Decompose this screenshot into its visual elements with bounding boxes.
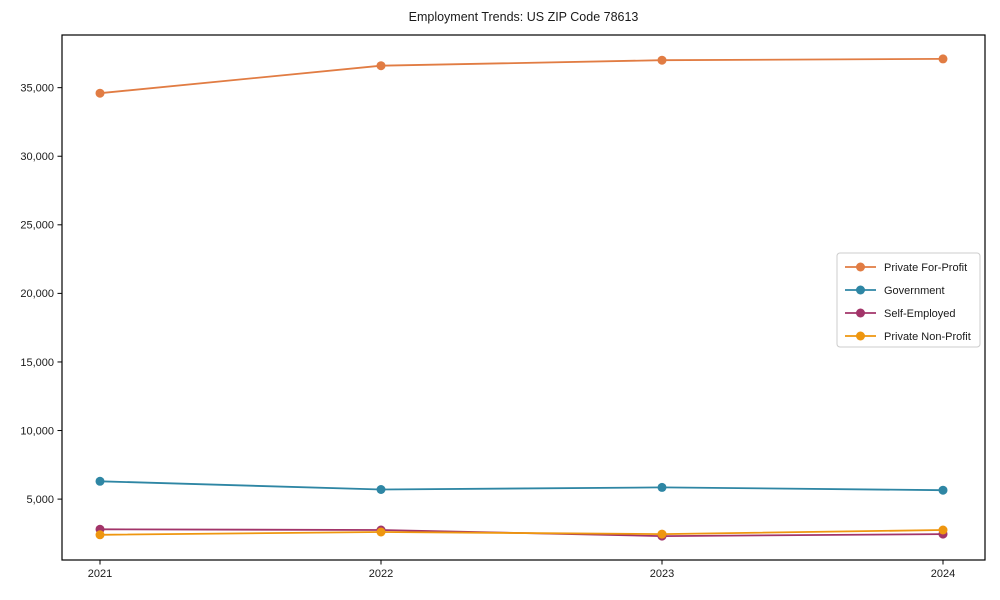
x-tick-label: 2022 xyxy=(369,568,393,580)
legend-label: Private Non-Profit xyxy=(884,331,971,343)
legend-label: Government xyxy=(884,285,945,297)
y-tick-label: 5,000 xyxy=(26,494,54,506)
data-point-private-non-profit xyxy=(657,529,667,539)
series-line-private-for-profit xyxy=(99,58,944,95)
x-tick-label: 2023 xyxy=(650,568,674,580)
data-point-private-non-profit xyxy=(376,527,386,537)
data-point-government xyxy=(95,476,105,486)
data-point-government xyxy=(938,485,948,495)
legend-marker-swatch xyxy=(856,308,865,318)
series-line-government xyxy=(99,480,944,492)
y-tick-label: 15,000 xyxy=(20,357,54,369)
plot-border xyxy=(61,34,986,561)
data-point-private-non-profit xyxy=(95,530,105,540)
data-point-private-for-profit xyxy=(938,54,948,64)
data-point-government xyxy=(376,485,386,494)
series-line-private-non-profit xyxy=(99,529,944,536)
data-point-government xyxy=(657,482,667,492)
y-tick-label: 25,000 xyxy=(20,220,54,232)
y-tick-label: 10,000 xyxy=(20,425,54,437)
legend-label: Self-Employed xyxy=(884,308,956,320)
legend-marker-swatch xyxy=(856,262,865,272)
y-tick-label: 35,000 xyxy=(20,82,54,94)
legend-label: Private For-Profit xyxy=(884,262,967,274)
data-point-private-for-profit xyxy=(376,61,386,71)
y-tick-label: 20,000 xyxy=(20,288,54,300)
x-tick-label: 2024 xyxy=(931,568,955,580)
data-point-private-for-profit xyxy=(657,55,667,65)
legend-box xyxy=(836,252,981,348)
x-tick-label: 2021 xyxy=(88,568,112,580)
data-point-private-non-profit xyxy=(938,525,948,535)
y-tick-label: 30,000 xyxy=(20,151,54,163)
legend-marker-swatch xyxy=(856,285,865,295)
data-point-private-for-profit xyxy=(95,88,105,98)
legend-marker-swatch xyxy=(856,331,865,341)
chart-title: Employment Trends: US ZIP Code 78613 xyxy=(408,10,639,24)
